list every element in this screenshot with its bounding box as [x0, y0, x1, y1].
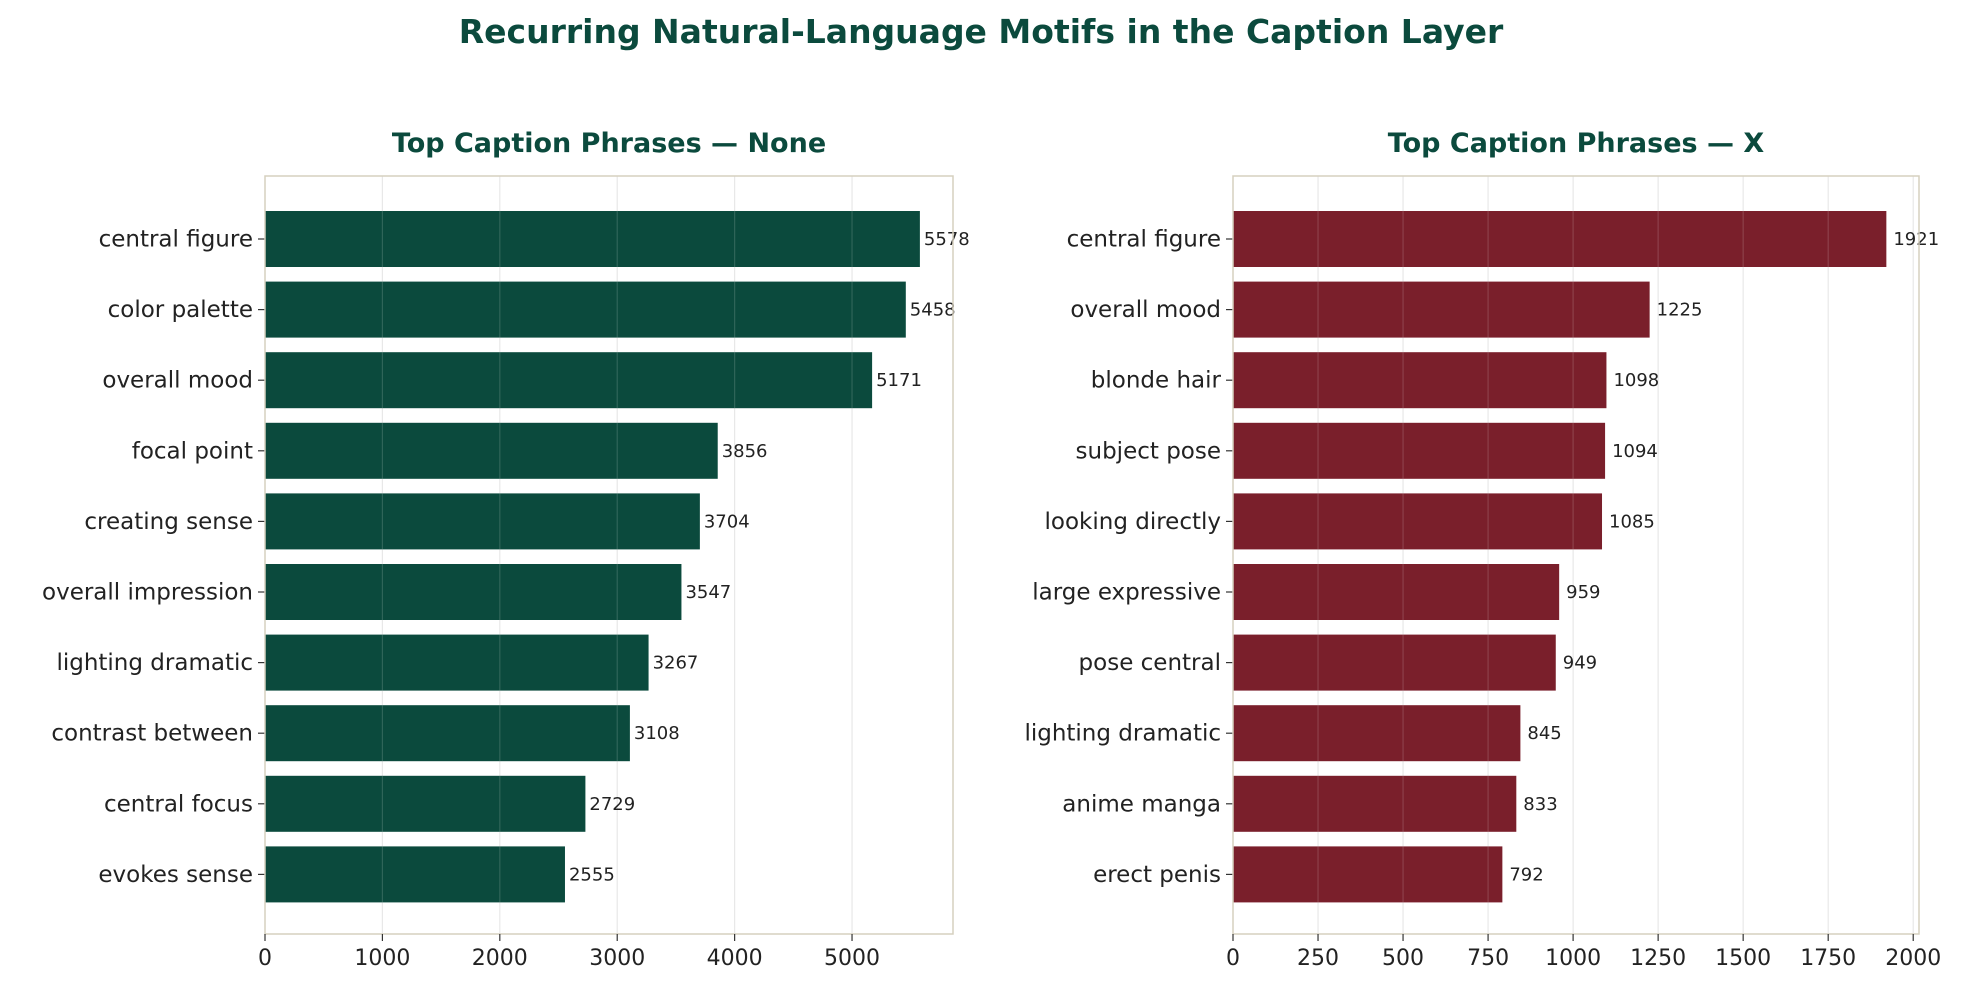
- bar: [1233, 564, 1560, 620]
- x-tick-label: 750: [1467, 946, 1509, 971]
- category-label: anime manga: [1062, 791, 1221, 817]
- data-label: 1094: [1612, 441, 1658, 462]
- x-tick-label: 1000: [1545, 946, 1601, 971]
- data-label: 949: [1563, 653, 1597, 674]
- x-tick-label: 1000: [354, 946, 410, 971]
- x-tick-label: 250: [1297, 946, 1339, 971]
- bar: [1233, 846, 1503, 903]
- data-label: 2729: [589, 794, 635, 815]
- data-label: 5578: [924, 229, 970, 250]
- category-label: lighting dramatic: [1024, 721, 1221, 747]
- bar: [265, 211, 920, 267]
- x-tick-label: 1250: [1630, 946, 1686, 971]
- category-label: focal point: [132, 438, 253, 464]
- category-label: creating sense: [84, 509, 253, 535]
- data-label: 1921: [1893, 229, 1939, 250]
- bar: [265, 564, 682, 620]
- category-label: color palette: [108, 297, 253, 323]
- category-label: large expressive: [1032, 580, 1221, 606]
- x-tick-label: 2000: [1885, 946, 1941, 971]
- x-tick-label: 1750: [1800, 946, 1856, 971]
- bar: [1233, 775, 1517, 832]
- bar: [1233, 352, 1607, 409]
- x-tick-label: 0: [258, 946, 272, 971]
- bar: [265, 352, 873, 409]
- category-label: erect penis: [1093, 862, 1221, 888]
- category-label: overall mood: [1070, 297, 1221, 323]
- x-tick-label: 500: [1382, 946, 1424, 971]
- data-label: 845: [1527, 723, 1561, 744]
- panel-title: Top Caption Phrases — X: [1388, 128, 1765, 159]
- x-tick-label: 3000: [589, 946, 645, 971]
- right-panel: 1921 central figure 1225 overall mood 1098 bl…: [1024, 128, 1941, 971]
- axes-frame: [1232, 175, 1920, 935]
- data-label: 3856: [722, 441, 768, 462]
- bar: [1233, 634, 1556, 691]
- category-label: central figure: [1067, 227, 1221, 253]
- data-label: 3267: [653, 653, 699, 674]
- data-label: 959: [1566, 582, 1600, 603]
- data-label: 5171: [876, 370, 922, 391]
- data-label: 1098: [1613, 370, 1659, 391]
- bar: [265, 634, 649, 691]
- x-tick-label: 4000: [707, 946, 763, 971]
- category-label: overall impression: [42, 580, 253, 606]
- data-label: 5458: [910, 300, 956, 321]
- category-label: looking directly: [1045, 509, 1222, 535]
- category-label: central figure: [99, 227, 253, 253]
- data-label: 792: [1509, 864, 1543, 885]
- bar: [1233, 422, 1606, 479]
- bar: [1233, 211, 1887, 267]
- axes-frame: [264, 175, 954, 935]
- bar: [265, 775, 586, 832]
- bar: [265, 493, 700, 550]
- left-panel: 5578 central figure 5458 color palette 5171 o…: [42, 128, 970, 971]
- bar: [1233, 281, 1650, 338]
- bar: [1233, 705, 1521, 762]
- bar: [265, 846, 565, 903]
- data-label: 1225: [1657, 300, 1703, 321]
- category-label: evokes sense: [98, 862, 253, 888]
- category-label: pose central: [1079, 650, 1221, 676]
- bar: [265, 422, 718, 479]
- bar: [265, 281, 906, 338]
- category-label: lighting dramatic: [56, 650, 253, 676]
- bar: [1233, 493, 1603, 550]
- x-tick-label: 2000: [472, 946, 528, 971]
- x-tick-label: 5000: [824, 946, 880, 971]
- data-label: 3547: [685, 582, 731, 603]
- data-label: 3704: [704, 511, 750, 532]
- data-label: 3108: [634, 723, 680, 744]
- x-tick-label: 0: [1226, 946, 1240, 971]
- data-label: 833: [1523, 794, 1557, 815]
- category-label: overall mood: [102, 368, 253, 394]
- category-label: contrast between: [51, 721, 253, 747]
- category-label: subject pose: [1076, 438, 1221, 464]
- x-tick-label: 1500: [1715, 946, 1771, 971]
- bar: [265, 705, 630, 762]
- figure-title: Recurring Natural-Language Motifs in the…: [458, 12, 1504, 51]
- data-label: 1085: [1609, 511, 1655, 532]
- panel-title: Top Caption Phrases — None: [392, 128, 826, 159]
- category-label: blonde hair: [1091, 368, 1222, 394]
- category-label: central focus: [104, 791, 253, 817]
- data-label: 2555: [569, 864, 615, 885]
